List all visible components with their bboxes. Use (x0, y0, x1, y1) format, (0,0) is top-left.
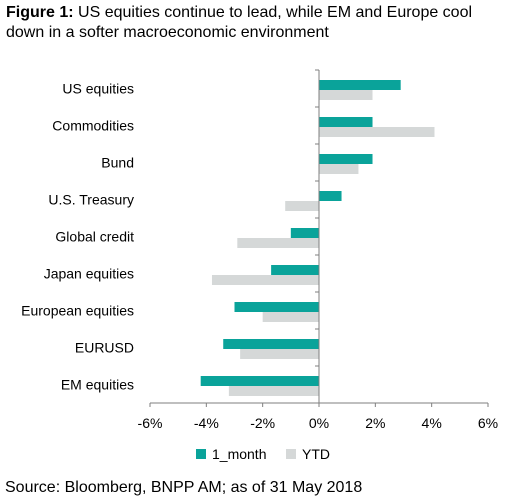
source-note: Source: Bloomberg, BNPP AM; as of 31 May… (5, 479, 363, 496)
bar-ytd-8 (228, 386, 319, 396)
category-label: Bund (101, 155, 134, 171)
figure-label: Figure 1: (6, 4, 74, 21)
legend-label-1-month: 1_month (212, 446, 266, 462)
figure-title: Figure 1: US equities continue to lead, … (6, 3, 511, 43)
legend-swatch-1-month (196, 449, 206, 459)
category-label: Japan equities (44, 266, 134, 282)
category-label: EURUSD (75, 340, 134, 356)
bar-ytd-5 (211, 275, 319, 285)
x-tick-label: -4% (194, 415, 219, 431)
category-label: U.S. Treasury (48, 192, 134, 208)
bar-1-month-2 (319, 154, 373, 164)
x-tick-label: 0% (309, 415, 329, 431)
category-label: European equities (21, 303, 134, 319)
x-tick-label: 2% (365, 415, 385, 431)
bar-1-month-0 (319, 80, 401, 90)
bar-1-month-4 (290, 228, 319, 238)
category-label: EM equities (61, 377, 134, 393)
bar-1-month-6 (234, 302, 319, 312)
bar-ytd-0 (319, 90, 373, 100)
category-label: Global credit (55, 229, 134, 245)
legend-swatch-ytd (286, 449, 296, 459)
bar-ytd-1 (319, 127, 435, 137)
x-tick-label: -6% (138, 415, 163, 431)
bar-ytd-7 (240, 349, 319, 359)
category-label: US equities (62, 81, 134, 97)
legend-label-ytd: YTD (302, 446, 330, 462)
bar-1-month-8 (200, 376, 319, 386)
bar-ytd-4 (237, 238, 319, 248)
bar-1-month-7 (223, 339, 319, 349)
x-tick-label: -2% (250, 415, 275, 431)
bar-1-month-3 (319, 191, 342, 201)
bar-ytd-2 (319, 164, 359, 174)
x-tick-label: 6% (478, 415, 498, 431)
figure-title-text: US equities continue to lead, while EM a… (6, 4, 473, 41)
bar-ytd-6 (262, 312, 319, 322)
bar-1-month-1 (319, 117, 373, 127)
bar-1-month-5 (271, 265, 319, 275)
category-label: Commodities (52, 118, 134, 134)
bar-ytd-3 (285, 201, 319, 211)
x-tick-label: 4% (422, 415, 442, 431)
